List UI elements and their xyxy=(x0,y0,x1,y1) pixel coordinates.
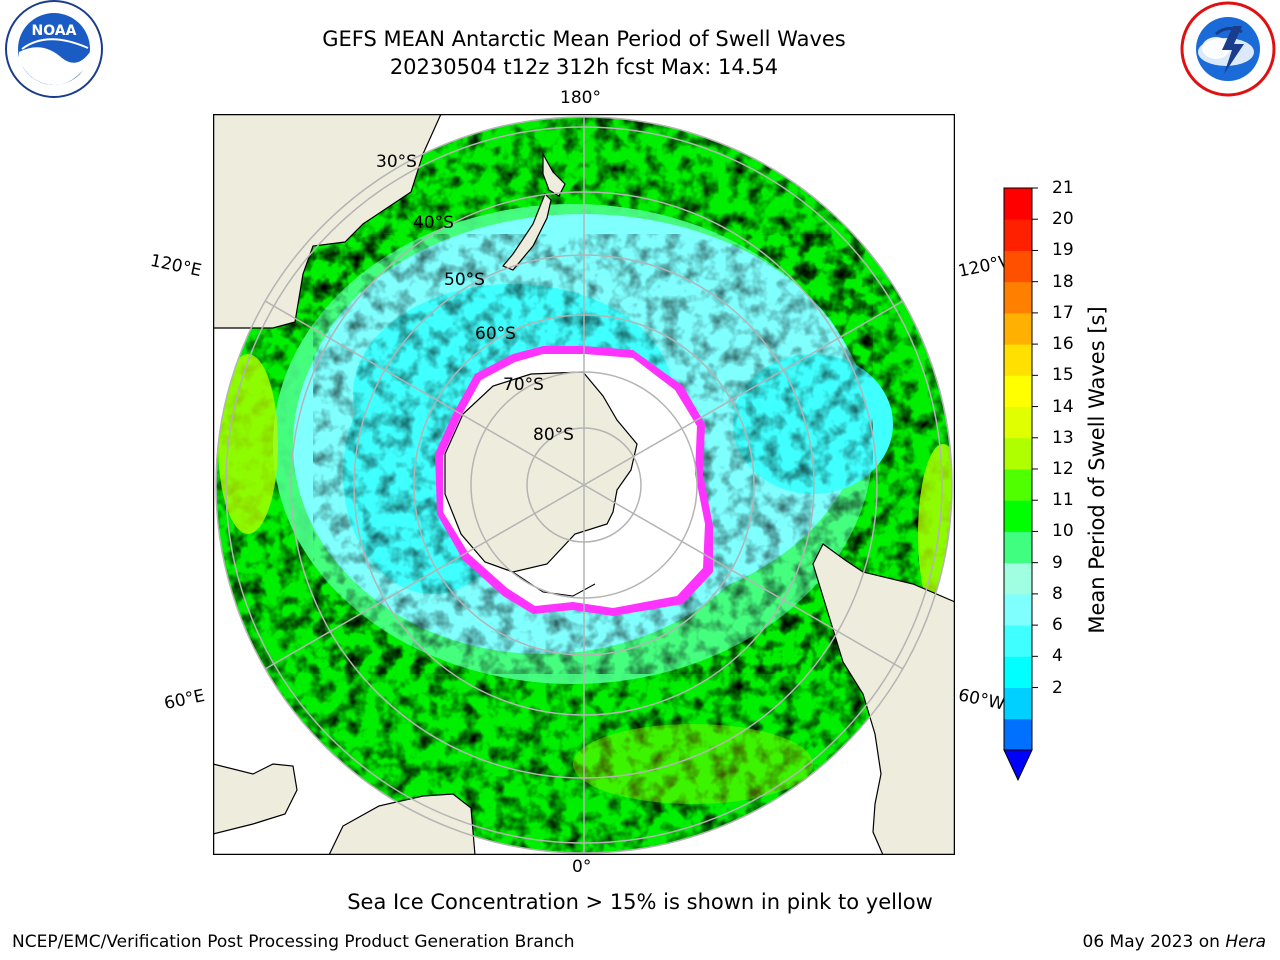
colorbar-tick-label: 11 xyxy=(1052,490,1074,511)
footer-branch: NCEP/EMC/Verification Post Processing Pr… xyxy=(12,932,575,952)
colorbar-segment xyxy=(1004,656,1032,689)
colorbar-segment xyxy=(1004,312,1032,345)
colorbar-segment xyxy=(1004,625,1032,657)
colorbar-segment xyxy=(1004,375,1032,408)
lat-label-40s: 40°S xyxy=(413,213,454,233)
lon-label-60w: 60°W xyxy=(956,685,1007,715)
lon-label-0: 0° xyxy=(572,857,592,877)
colorbar-tick-label: 21 xyxy=(1052,178,1074,198)
map-frame xyxy=(213,114,955,855)
lat-label-70s: 70°S xyxy=(503,375,544,395)
lat-label-60s: 60°S xyxy=(475,324,516,344)
south-america xyxy=(812,543,955,855)
footer-host: Hera xyxy=(1225,932,1266,952)
sea-ice-note: Sea Ice Concentration > 15% is shown in … xyxy=(347,890,933,914)
colorbar-segment xyxy=(1004,406,1032,439)
colorbar-label: Mean Period of Swell Waves [s] xyxy=(1085,306,1109,634)
colorbar-segment xyxy=(1004,531,1032,564)
noaa-logo-text: NOAA xyxy=(32,23,77,39)
colorbar-tick-label: 9 xyxy=(1052,552,1063,573)
colorbar-segment xyxy=(1004,593,1032,626)
southern-africa xyxy=(328,793,476,855)
colorbar-tick-label: 4 xyxy=(1052,646,1063,667)
colorbar-segment xyxy=(1004,188,1032,220)
colorbar xyxy=(1003,187,1038,782)
antarctica-land xyxy=(444,371,638,573)
colorbar-tick-label: 6 xyxy=(1052,615,1063,636)
lon-label-120e: 120°E xyxy=(148,250,204,282)
colorbar-segment xyxy=(1004,687,1032,720)
new-zealand-north xyxy=(542,151,566,197)
map-boundary xyxy=(215,116,953,854)
colorbar-segment xyxy=(1004,219,1032,251)
chart-subtitle: 20230504 t12z 312h fcst Max: 14.54 xyxy=(389,55,779,79)
footer-date-text: 06 May 2023 on xyxy=(1082,932,1226,952)
colorbar-segment xyxy=(1004,281,1032,314)
new-zealand-south xyxy=(502,192,552,271)
colorbar-tick-label: 20 xyxy=(1052,209,1074,230)
colorbar-tick-label: 18 xyxy=(1052,271,1074,292)
colorbar-tick-label: 13 xyxy=(1052,427,1074,448)
nws-logo xyxy=(1180,1,1276,97)
footer-date: 06 May 2023 on Hera xyxy=(1083,932,1267,952)
colorbar-tick-label: 2 xyxy=(1052,677,1063,698)
lon-label-60e: 60°E xyxy=(162,685,207,715)
colorbar-tick-label: 14 xyxy=(1052,396,1074,417)
noaa-logo: NOAA xyxy=(5,0,103,98)
africa-madagascar xyxy=(213,763,298,835)
colorbar-tick-label: 16 xyxy=(1052,334,1074,355)
colorbar-segment xyxy=(1004,500,1032,532)
colorbar-segment xyxy=(1004,718,1032,751)
colorbar-tick-label: 19 xyxy=(1052,240,1074,261)
lat-label-50s: 50°S xyxy=(444,270,485,290)
colorbar-segment xyxy=(1004,344,1032,376)
colorbar-tick-label: 17 xyxy=(1052,302,1074,323)
polar-map xyxy=(213,114,955,855)
colorbar-segment xyxy=(1004,250,1032,283)
lat-label-80s: 80°S xyxy=(533,425,574,445)
lat-label-30s: 30°S xyxy=(376,152,417,172)
lon-label-180: 180° xyxy=(560,88,601,108)
colorbar-tick-label: 12 xyxy=(1052,459,1074,479)
colorbar-extension xyxy=(1003,749,1033,782)
colorbar-segment xyxy=(1004,562,1032,595)
colorbar-segment xyxy=(1004,469,1032,501)
colorbar-segment xyxy=(1004,437,1032,470)
graticule xyxy=(216,117,952,853)
chart-title: GEFS MEAN Antarctic Mean Period of Swell… xyxy=(322,27,846,51)
antarctica xyxy=(435,346,713,616)
colorbar-tick-label: 15 xyxy=(1052,365,1074,386)
colorbar-tick-label: 10 xyxy=(1052,521,1074,542)
colorbar-tick-label: 8 xyxy=(1052,583,1063,604)
